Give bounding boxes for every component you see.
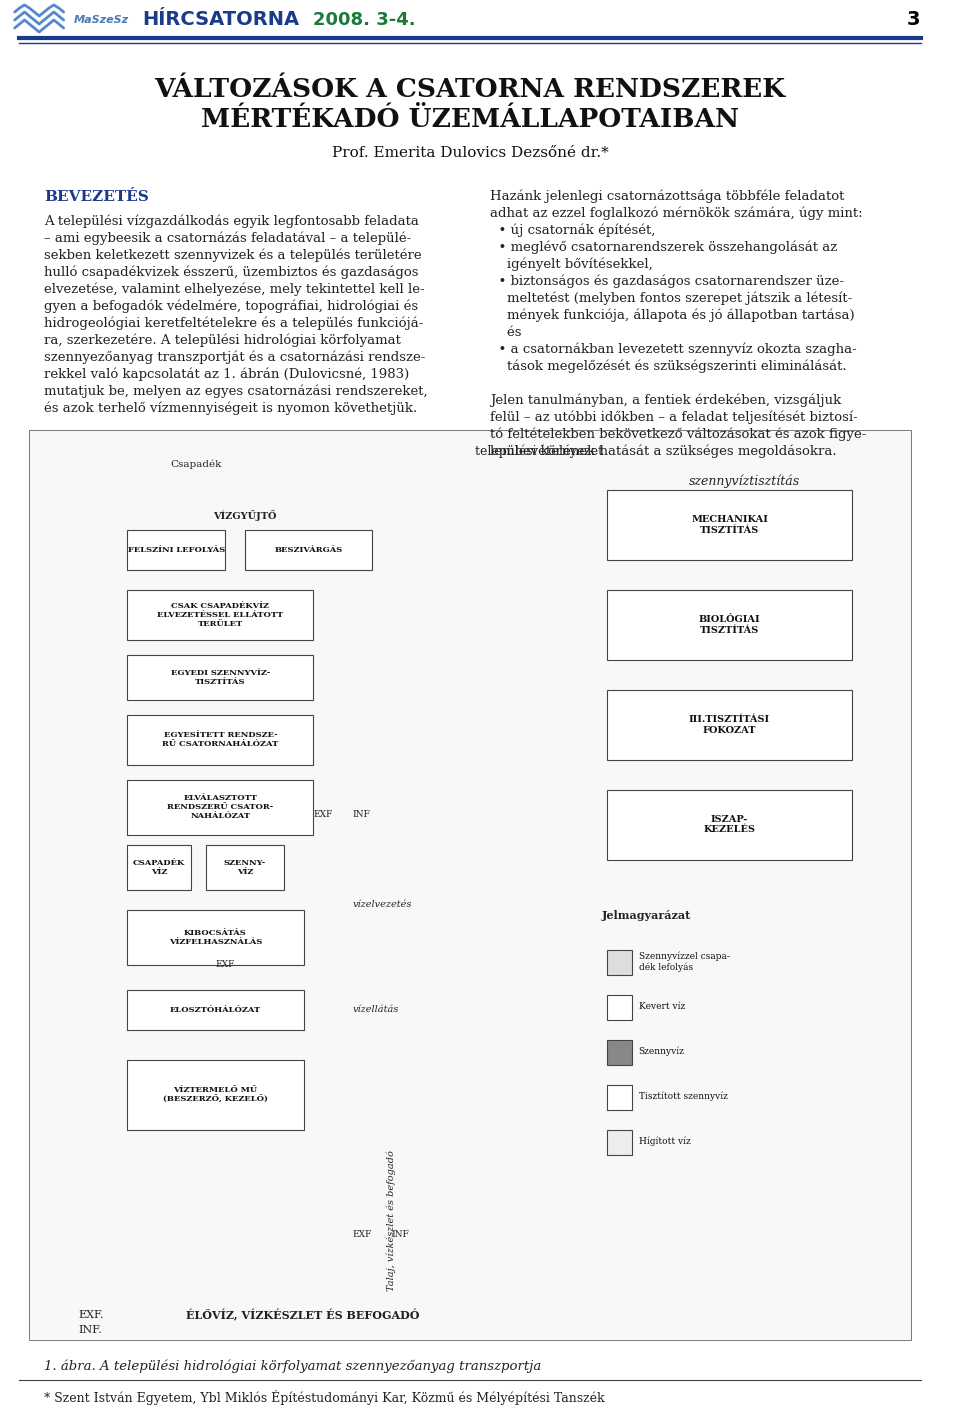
Text: 1. ábra. A települési hidrológiai körfolyamat szennyezőanyag transzportja: 1. ábra. A települési hidrológiai körfol… — [44, 1360, 541, 1374]
Text: települési környezet: települési környezet — [474, 445, 603, 458]
Text: elvezetése, valamint elhelyezése, mely tekintettel kell le-: elvezetése, valamint elhelyezése, mely t… — [44, 283, 424, 296]
Text: INF: INF — [392, 1230, 410, 1239]
Text: INF: INF — [352, 810, 371, 819]
Text: ISZAP-
KEZELÉS: ISZAP- KEZELÉS — [704, 814, 756, 834]
Text: * Szent István Egyetem, Ybl Miklós Építéstudományi Kar, Közmű és Mélyépítési Tan: * Szent István Egyetem, Ybl Miklós Építé… — [44, 1389, 605, 1405]
Text: A települési vízgazdálkodás egyik legfontosabb feladata: A települési vízgazdálkodás egyik legfon… — [44, 216, 419, 228]
Bar — [607, 690, 852, 759]
Text: CSAPADÉK
VÍZ: CSAPADÉK VÍZ — [133, 858, 185, 876]
Text: HÍRCSATORNA: HÍRCSATORNA — [142, 10, 300, 30]
Text: Szennyvízzel csapa-
dék lefolyás: Szennyvízzel csapa- dék lefolyás — [638, 951, 730, 972]
Bar — [30, 430, 911, 1340]
Text: BESZIVÁRGÁS: BESZIVÁRGÁS — [275, 545, 343, 554]
Bar — [607, 1085, 632, 1110]
Bar — [128, 655, 313, 700]
Text: EXF.: EXF. — [79, 1309, 104, 1320]
Text: és: és — [490, 325, 521, 340]
Bar — [128, 845, 191, 889]
Text: lembevételének hatását a szükséges megoldásokra.: lembevételének hatását a szükséges megol… — [490, 445, 836, 458]
Text: szennyvíztisztítás: szennyvíztisztítás — [688, 475, 800, 489]
Bar — [128, 530, 226, 569]
Bar — [128, 989, 303, 1030]
Bar — [607, 1040, 632, 1065]
Text: adhat az ezzel foglalkozó mérnökök számára, úgy mint:: adhat az ezzel foglalkozó mérnökök számá… — [490, 207, 862, 220]
Bar — [607, 950, 632, 975]
Text: meltetést (melyben fontos szerepet játszik a létesít-: meltetést (melyben fontos szerepet játsz… — [490, 292, 852, 306]
Text: ra, szerkezetére. A települési hidrológiai körfolyamat: ra, szerkezetére. A települési hidrológi… — [44, 334, 401, 348]
Text: mutatjuk be, melyen az egyes csatornázási rendszereket,: mutatjuk be, melyen az egyes csatornázás… — [44, 385, 428, 399]
Text: rekkel való kapcsolatát az 1. ábrán (Dulovicsné, 1983): rekkel való kapcsolatát az 1. ábrán (Dul… — [44, 368, 409, 382]
Text: EGYEDI SZENNYVÍZ-
TISZTÍTÁS: EGYEDI SZENNYVÍZ- TISZTÍTÁS — [171, 669, 270, 686]
Bar — [607, 995, 632, 1020]
Text: Hazánk jelenlegi csatornázottsága többféle feladatot: Hazánk jelenlegi csatornázottsága többfé… — [490, 190, 844, 203]
Text: • a csatornákban levezetett szennyvíz okozta szagha-: • a csatornákban levezetett szennyvíz ok… — [490, 342, 856, 356]
Text: EXF: EXF — [313, 810, 333, 819]
Text: Prof. Emerita Dulovics Dezsőné dr.*: Prof. Emerita Dulovics Dezsőné dr.* — [332, 147, 609, 161]
Text: Tisztított szennyvíz: Tisztított szennyvíz — [638, 1092, 728, 1102]
Bar — [128, 1060, 303, 1130]
Text: VÍZTERMELŐ MŰ
(BESZERZŐ, KEZELŐ): VÍZTERMELŐ MŰ (BESZERZŐ, KEZELŐ) — [163, 1086, 268, 1103]
Text: szennyezőanyag transzportját és a csatornázási rendsze-: szennyezőanyag transzportját és a csator… — [44, 351, 425, 365]
Text: Szennyvíz: Szennyvíz — [638, 1047, 684, 1057]
Text: ÉLŐVÍZ, VÍZKÉSZLET ÉS BEFOGADÓ: ÉLŐVÍZ, VÍZKÉSZLET ÉS BEFOGADÓ — [186, 1309, 420, 1322]
Text: Jelen tanulmányban, a fentiek érdekében, vizsgáljuk: Jelen tanulmányban, a fentiek érdekében,… — [490, 395, 841, 407]
Text: Talaj, vízkészlet és befogadó: Talaj, vízkészlet és befogadó — [387, 1150, 396, 1291]
Bar — [128, 779, 313, 834]
Text: • biztonságos és gazdaságos csatornarendszer üze-: • biztonságos és gazdaságos csatornarend… — [490, 275, 844, 289]
Bar — [245, 530, 372, 569]
Text: – ami egybeesik a csatornázás feladatával – a települé-: – ami egybeesik a csatornázás feladatáva… — [44, 232, 411, 245]
Text: és azok terhelő vízmennyiségeit is nyomon követhetjük.: és azok terhelő vízmennyiségeit is nyomo… — [44, 402, 418, 416]
Bar — [128, 714, 313, 765]
Text: EXF: EXF — [215, 960, 235, 969]
Text: hidrogeológiai keretfeltételekre és a település funkciójá-: hidrogeológiai keretfeltételekre és a te… — [44, 317, 423, 331]
Text: KIBOCSÁTÁS
VÍZFELHASZNÁLÁS: KIBOCSÁTÁS VÍZFELHASZNÁLÁS — [169, 929, 262, 945]
Bar — [205, 845, 284, 889]
Text: 3: 3 — [907, 10, 921, 30]
Bar — [128, 590, 313, 640]
Text: Jelmagyarázat: Jelmagyarázat — [602, 910, 691, 920]
Text: ELVÁLASZTOTT
RENDSZERŰ CSATOR-
NAHÁLÓZAT: ELVÁLASZTOTT RENDSZERŰ CSATOR- NAHÁLÓZAT — [167, 795, 274, 820]
Text: vízellátás: vízellátás — [352, 1005, 399, 1013]
Text: 2008. 3-4.: 2008. 3-4. — [313, 11, 416, 30]
Text: SZENNY-
VÍZ: SZENNY- VÍZ — [224, 858, 266, 876]
Text: ELOSZTÓHÁLÓZAT: ELOSZTÓHÁLÓZAT — [170, 1006, 261, 1013]
Text: VÍZGYŰJTŐ: VÍZGYŰJTŐ — [213, 510, 276, 521]
Text: Kevert víz: Kevert víz — [638, 1002, 684, 1012]
Text: BIOLÓGIAI
TISZTÍTÁS: BIOLÓGIAI TISZTÍTÁS — [699, 616, 760, 634]
Text: gyen a befogadók védelmére, topográfiai, hidrológiai és: gyen a befogadók védelmére, topográfiai,… — [44, 300, 419, 313]
Text: EXF: EXF — [352, 1230, 372, 1239]
Text: BEVEZETÉS: BEVEZETÉS — [44, 190, 149, 204]
Text: CSAK CSAPADÉKVÍZ
ELVEZETÉSSEL ELLÁTOTT
TERÜLET: CSAK CSAPADÉKVÍZ ELVEZETÉSSEL ELLÁTOTT T… — [157, 602, 283, 628]
Text: sekben keletkezett szennyvizek és a település területére: sekben keletkezett szennyvizek és a tele… — [44, 249, 421, 262]
Text: VÁLTOZÁSOK A CSATORNA RENDSZEREK: VÁLTOZÁSOK A CSATORNA RENDSZEREK — [155, 77, 785, 103]
Text: INF.: INF. — [79, 1324, 102, 1334]
Text: tások megelőzését és szükségszerinti eliminálását.: tások megelőzését és szükségszerinti eli… — [490, 359, 847, 373]
Bar — [128, 910, 303, 965]
Text: tó feltételekben bekövetkező változásokat és azok figye-: tó feltételekben bekövetkező változásoka… — [490, 428, 866, 441]
Text: igényelt bővítésekkel,: igényelt bővítésekkel, — [490, 258, 653, 272]
Text: FELSZÍNI LEFOLYÁS: FELSZÍNI LEFOLYÁS — [128, 545, 225, 554]
Text: Hígított víz: Hígított víz — [638, 1137, 690, 1147]
Text: • meglévő csatornarendszerek összehangolását az: • meglévő csatornarendszerek összehangol… — [490, 241, 837, 255]
Text: Csapadék: Csapadék — [170, 459, 222, 469]
Text: hulló csapadékvizek ésszerű, üzembiztos és gazdaságos: hulló csapadékvizek ésszerű, üzembiztos … — [44, 266, 419, 279]
Text: mények funkciója, állapota és jó állapotban tartása): mények funkciója, állapota és jó állapot… — [490, 309, 854, 323]
Text: • új csatornák építését,: • új csatornák építését, — [490, 224, 655, 238]
Text: III.TISZTÍTÁSI
FOKOZAT: III.TISZTÍTÁSI FOKOZAT — [689, 716, 770, 734]
Text: MÉRTÉKADÓ ÜZEMÁLLAPOTAIBAN: MÉRTÉKADÓ ÜZEMÁLLAPOTAIBAN — [201, 107, 739, 132]
Text: felül – az utóbbi időkben – a feladat teljesítését biztosí-: felül – az utóbbi időkben – a feladat te… — [490, 411, 857, 424]
Bar — [607, 790, 852, 859]
Text: vízelvezetés: vízelvezetés — [352, 900, 412, 909]
Bar — [607, 590, 852, 659]
Bar — [607, 490, 852, 559]
Text: MaSzeSz: MaSzeSz — [74, 15, 129, 25]
Bar — [607, 1130, 632, 1155]
Text: EGYESÍTETT RENDSZE-
RŰ CSATORNAHÁLÓZAT: EGYESÍTETT RENDSZE- RŰ CSATORNAHÁLÓZAT — [162, 731, 278, 748]
Text: MECHANIKAI
TISZTÍTÁS: MECHANIKAI TISZTÍTÁS — [691, 516, 768, 534]
